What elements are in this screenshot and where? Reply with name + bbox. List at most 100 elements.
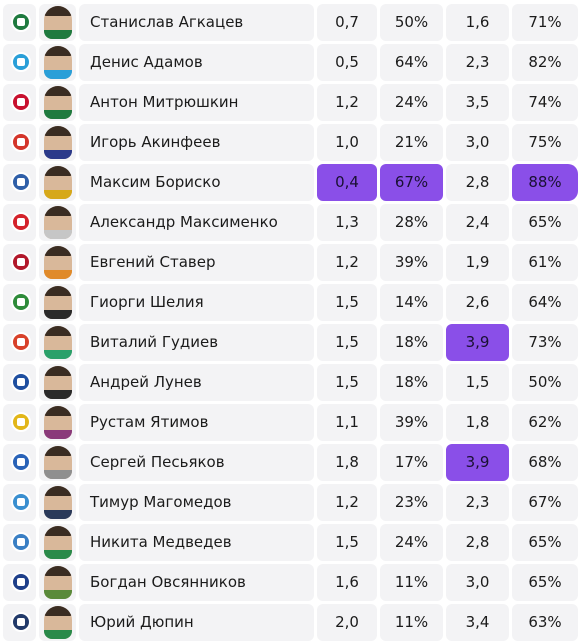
nizhny-novgorod-logo-icon	[11, 532, 31, 552]
stat-value: 39%	[394, 253, 429, 271]
player-name: Гиорги Шелия	[90, 293, 204, 311]
stat-cell-v2: 28%	[380, 204, 443, 241]
logo-emblem	[17, 138, 25, 146]
stat-cell-v3: 3,0	[446, 124, 509, 161]
player-name-cell: Сергей Песьяков	[79, 444, 314, 481]
stat-value: 2,4	[465, 213, 490, 231]
stat-value: 0,7	[335, 13, 359, 31]
avatar-shirt	[44, 510, 72, 519]
stat-value: 0,4	[335, 173, 359, 191]
stat-cell-v2: 14%	[380, 284, 443, 321]
player-avatar	[44, 6, 72, 39]
avatar-hair	[44, 6, 72, 16]
logo-emblem	[17, 298, 25, 306]
table-row: Игорь Акинфеев 1,0 21% 3,0 75%	[0, 124, 586, 161]
player-name-cell: Богдан Овсянников	[79, 564, 314, 601]
table-row: Антон Митрюшкин 1,2 24% 3,5 74%	[0, 84, 586, 121]
stat-cell-v1: 2,0	[317, 604, 377, 641]
photo-cell	[39, 524, 76, 561]
stat-value: 1,5	[335, 373, 359, 391]
stat-cell-v2: 50%	[380, 4, 443, 41]
photo-cell	[39, 284, 76, 321]
club-cell	[3, 324, 36, 361]
stat-value: 63%	[528, 613, 562, 631]
stat-value: 64%	[528, 293, 562, 311]
photo-cell	[39, 244, 76, 281]
player-avatar	[44, 46, 72, 79]
stat-value: 1,0	[335, 133, 359, 151]
stat-value: 1,9	[465, 253, 490, 271]
table-row: Юрий Дюпин 2,0 11% 3,4 63%	[0, 604, 586, 641]
player-avatar	[44, 566, 72, 599]
stat-value: 1,2	[335, 493, 359, 511]
photo-cell	[39, 604, 76, 641]
stat-cell-v2: 17%	[380, 444, 443, 481]
avatar-hair	[44, 606, 72, 616]
table-row: Денис Адамов 0,5 64% 2,3 82%	[0, 44, 586, 81]
stat-value: 39%	[394, 413, 429, 431]
player-name-cell: Юрий Дюпин	[79, 604, 314, 641]
club-cell	[3, 4, 36, 41]
player-avatar	[44, 366, 72, 399]
stat-value: 2,0	[335, 613, 359, 631]
stat-value: 1,1	[335, 413, 359, 431]
stat-value: 67%	[528, 493, 562, 511]
dynamo-makhachkala-logo-icon	[11, 492, 31, 512]
stat-cell-v3: 3,5	[446, 84, 509, 121]
stat-value: 1,5	[335, 293, 359, 311]
stat-value: 11%	[394, 573, 429, 591]
avatar-hair	[44, 406, 72, 416]
player-avatar	[44, 606, 72, 639]
player-name-cell: Денис Адамов	[79, 44, 314, 81]
avatar-shirt	[44, 150, 72, 159]
avatar-hair	[44, 46, 72, 56]
baltika-logo-icon	[11, 172, 31, 192]
avatar-hair	[44, 526, 72, 536]
stat-value: 1,5	[335, 533, 359, 551]
stat-cell-v1: 1,1	[317, 404, 377, 441]
avatar-hair	[44, 166, 72, 176]
stat-cell-v4: 88%	[512, 164, 578, 201]
player-name: Виталий Гудиев	[90, 333, 219, 351]
photo-cell	[39, 364, 76, 401]
logo-emblem	[17, 218, 25, 226]
stat-value: 17%	[394, 453, 429, 471]
stat-value: 1,5	[465, 373, 490, 391]
player-name-cell: Станислав Агкацев	[79, 4, 314, 41]
stat-value: 28%	[394, 213, 429, 231]
avatar-hair	[44, 126, 72, 136]
stat-value: 1,8	[465, 413, 490, 431]
player-avatar	[44, 246, 72, 279]
avatar-hair	[44, 446, 72, 456]
cska-logo-icon	[11, 132, 31, 152]
stat-cell-v4: 50%	[512, 364, 578, 401]
table-row: Станислав Агкацев 0,7 50% 1,6 71%	[0, 4, 586, 41]
photo-cell	[39, 444, 76, 481]
player-avatar	[44, 446, 72, 479]
stat-cell-v1: 0,5	[317, 44, 377, 81]
avatar-hair	[44, 206, 72, 216]
stat-value: 11%	[394, 613, 429, 631]
photo-cell	[39, 564, 76, 601]
player-name-cell: Антон Митрюшкин	[79, 84, 314, 121]
stat-cell-v2: 21%	[380, 124, 443, 161]
stat-value: 3,9	[465, 333, 490, 351]
logo-emblem	[17, 578, 25, 586]
photo-cell	[39, 84, 76, 121]
lokomotiv-logo-icon	[11, 92, 31, 112]
stat-value: 73%	[528, 333, 562, 351]
stat-value: 23%	[394, 493, 429, 511]
player-name: Игорь Акинфеев	[90, 133, 221, 151]
stat-value: 14%	[394, 293, 429, 311]
stat-cell-v1: 1,2	[317, 484, 377, 521]
avatar-shirt	[44, 390, 72, 399]
stat-cell-v2: 18%	[380, 324, 443, 361]
club-cell	[3, 164, 36, 201]
stat-cell-v2: 11%	[380, 604, 443, 641]
khimki-logo-icon	[11, 612, 31, 632]
stat-cell-v3: 1,8	[446, 404, 509, 441]
logo-emblem	[17, 258, 25, 266]
stat-cell-v2: 11%	[380, 564, 443, 601]
stat-cell-v4: 65%	[512, 524, 578, 561]
